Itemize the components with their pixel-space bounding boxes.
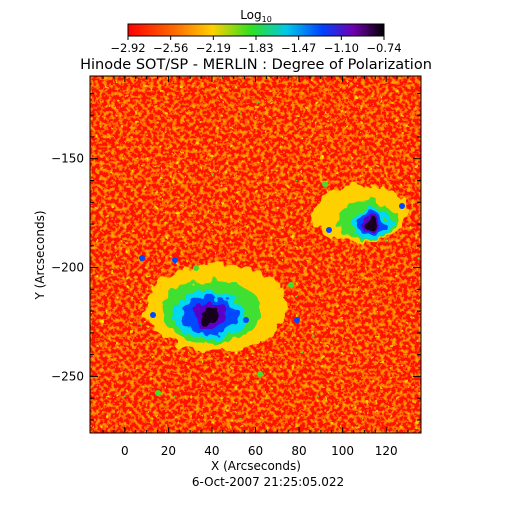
x-axis-label: X (Arcseconds) — [211, 459, 301, 473]
polarization-patch — [257, 371, 263, 377]
y-axis: −150 −200 −250 — [51, 92, 421, 421]
y-tick-label: −250 — [51, 369, 84, 383]
map-texture-green — [90, 76, 421, 433]
colorbar-label: Log10 — [240, 8, 272, 24]
colorbar-label-main: Log — [240, 8, 261, 22]
x-axis: 0 20 40 60 80 100 120 — [102, 76, 409, 458]
y-tick-label: −150 — [51, 152, 84, 166]
x-tick-label: 20 — [161, 444, 176, 458]
x-tick-label: 100 — [331, 444, 354, 458]
large-spot-ring — [200, 307, 219, 324]
polarization-patch — [139, 255, 145, 261]
colorbar-ticks: −2.92 −2.56 −2.19 −1.83 −1.47 −1.10 −0.74 — [110, 36, 402, 55]
map-spots — [139, 181, 409, 396]
polarization-patch — [341, 229, 347, 235]
polarization-patch — [294, 317, 300, 323]
polarization-patch — [150, 312, 156, 318]
y-axis-label: Y (Arcseconds) — [33, 210, 47, 300]
polarization-patch — [322, 181, 328, 187]
polarization-map — [90, 76, 421, 433]
colorbar-tick-label: −2.56 — [153, 41, 188, 55]
chart-title: Hinode SOT/SP - MERLIN : Degree of Polar… — [80, 57, 432, 73]
colorbar-gradient — [127, 23, 385, 37]
x-tick-label: 40 — [204, 444, 219, 458]
polarization-patch — [399, 203, 405, 209]
polarization-patch — [288, 282, 294, 288]
small-spot — [312, 186, 409, 243]
polarization-patch — [155, 390, 161, 396]
colorbar-tick-label: −1.83 — [238, 41, 273, 55]
large-spot — [145, 263, 286, 352]
x-tick-label: 60 — [248, 444, 263, 458]
colorbar: Log10 −2.92 −2.56 −2.19 −1.83 −1.47 −1.10 −0.7… — [110, 8, 401, 55]
small-spot-ring — [366, 220, 375, 229]
colorbar-tick-label: −1.47 — [281, 41, 316, 55]
x-tick-label: 0 — [121, 444, 129, 458]
colorbar-tick-label: −2.92 — [110, 41, 145, 55]
y-tick-label: −200 — [51, 261, 84, 275]
polarization-patch — [326, 227, 332, 233]
date-label: 6-Oct-2007 21:25:05.022 — [192, 475, 344, 489]
x-tick-label: 120 — [375, 444, 398, 458]
polarization-patch — [172, 257, 178, 263]
x-tick-label: 80 — [291, 444, 306, 458]
colorbar-tick-label: −2.19 — [196, 41, 231, 55]
colorbar-label-sub: 10 — [262, 15, 272, 24]
polarization-patch — [243, 317, 249, 323]
colorbar-tick-label: −1.10 — [324, 41, 359, 55]
polarization-patch — [193, 265, 199, 271]
colorbar-tick-label: −0.74 — [366, 41, 401, 55]
